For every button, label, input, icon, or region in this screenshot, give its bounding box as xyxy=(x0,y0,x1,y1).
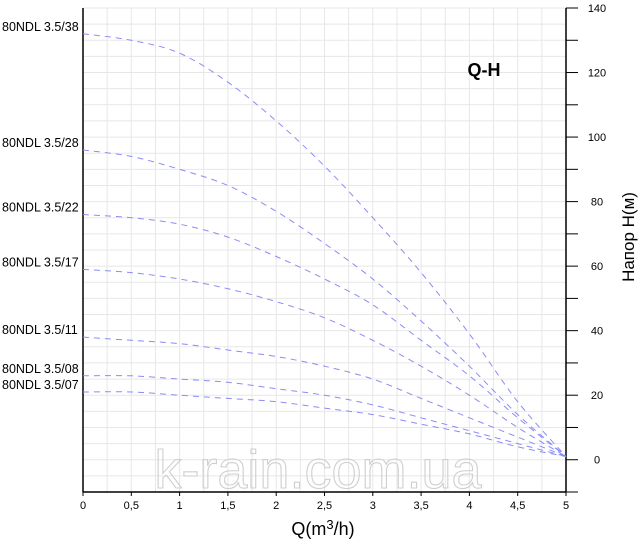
y-tick-label: 20 xyxy=(591,390,603,402)
y-axis-title: Напор H(м) xyxy=(619,192,638,282)
series-label: 80NDL 3.5/38 xyxy=(2,20,79,34)
series-label: 80NDL 3.5/07 xyxy=(2,378,79,392)
y-tick-label: 80 xyxy=(591,197,603,209)
x-axis-title-main: Q(m xyxy=(291,519,326,539)
x-tick-label: 1,5 xyxy=(220,500,235,512)
series-curve xyxy=(82,391,567,457)
series-curve xyxy=(82,268,567,457)
series-labels: 80NDL 3.5/38 80NDL 3.5/28 80NDL 3.5/22 80ND… xyxy=(2,20,79,392)
x-tick-label: 4,5 xyxy=(510,500,525,512)
y-tick-label: 60 xyxy=(591,261,603,273)
x-tick-label: 2 xyxy=(273,500,279,512)
x-tick-label: 4 xyxy=(466,500,472,512)
y-tick-label: 140 xyxy=(588,3,606,15)
x-tick-label: 2,5 xyxy=(317,500,332,512)
y-tick-label: 100 xyxy=(588,132,606,144)
x-tick-label: 1 xyxy=(177,500,183,512)
y-tick-label: 40 xyxy=(591,326,603,338)
chart-title: Q-H xyxy=(468,60,501,80)
curves xyxy=(82,33,567,457)
series-curve xyxy=(82,33,567,457)
x-tick-label: 0,5 xyxy=(124,500,139,512)
x-tick-label: 3,5 xyxy=(413,500,428,512)
axes: 0 0,5 1 1,5 2 2,5 3 3,5 4 4,5 5 0 20 40 60 80 100 120 140 xyxy=(80,3,606,512)
x-tick-label: 3 xyxy=(370,500,376,512)
series-label: 80NDL 3.5/22 xyxy=(2,201,79,215)
series-curve xyxy=(82,336,567,457)
grid xyxy=(82,7,567,493)
x-axis-title: Q(m3/h) xyxy=(291,517,354,539)
series-curve xyxy=(82,375,567,457)
x-tick-label: 5 xyxy=(563,500,569,512)
series-label: 80NDL 3.5/08 xyxy=(2,362,79,376)
series-curve xyxy=(82,149,567,457)
watermark-text: k-rain.com.ua xyxy=(154,440,482,500)
x-axis-title-superscript: 3 xyxy=(326,517,333,532)
series-label: 80NDL 3.5/17 xyxy=(2,255,79,269)
x-axis-title-end: /h) xyxy=(334,519,355,539)
x-tick-label: 0 xyxy=(80,500,86,512)
y-tick-label: 0 xyxy=(594,455,600,467)
series-label: 80NDL 3.5/28 xyxy=(2,136,79,150)
y-tick-label: 120 xyxy=(588,68,606,80)
series-label: 80NDL 3.5/11 xyxy=(2,323,78,337)
